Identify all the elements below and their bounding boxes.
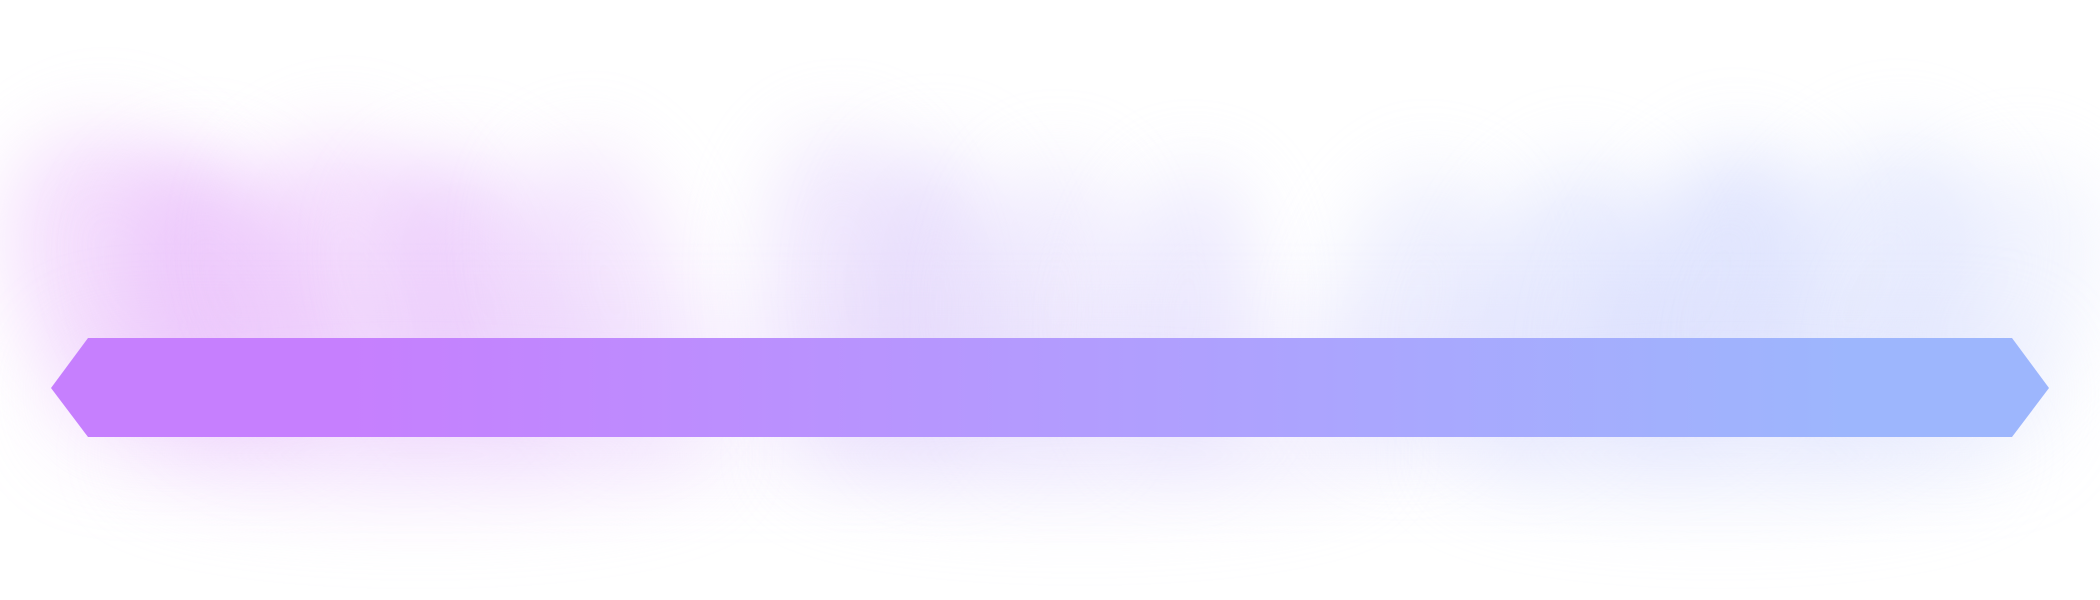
ribbon-shape — [51, 338, 2049, 437]
